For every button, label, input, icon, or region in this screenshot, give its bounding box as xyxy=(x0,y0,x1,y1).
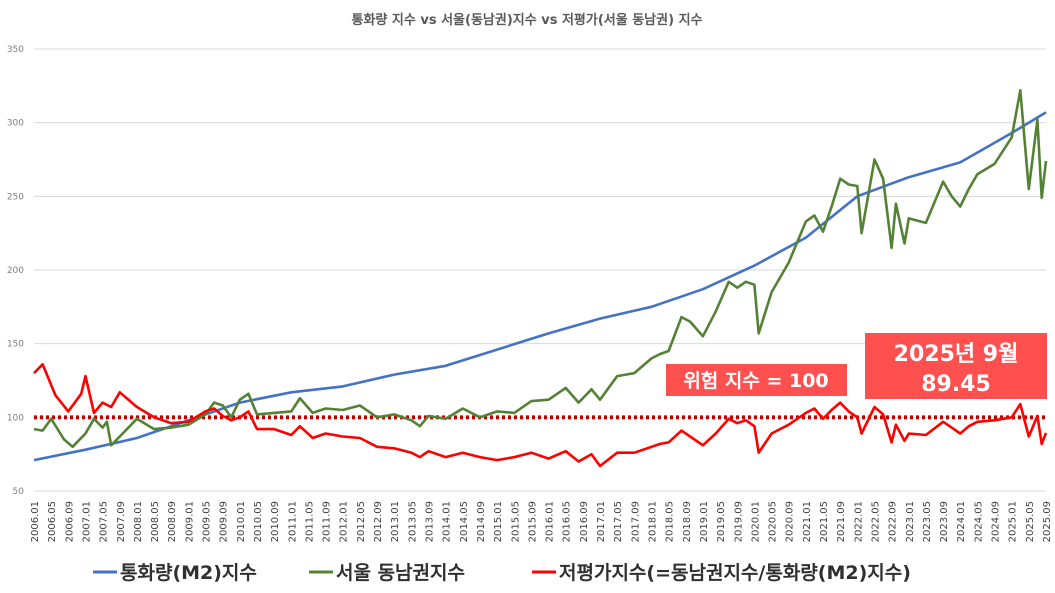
x-tick-label: 2025.01 xyxy=(1008,501,1019,542)
x-tick-label: 2020.01 xyxy=(750,501,761,542)
x-tick-label: 2010.09 xyxy=(270,501,281,542)
x-tick-label: 2019.09 xyxy=(733,501,744,542)
x-tick-label: 2023.01 xyxy=(905,501,916,542)
x-tick-label: 2014.09 xyxy=(476,501,487,542)
y-tick-label: 300 xyxy=(7,119,24,129)
x-tick-label: 2006.09 xyxy=(64,501,75,542)
x-tick-label: 2020.05 xyxy=(768,501,779,542)
x-tick-label: 2017.05 xyxy=(613,501,624,542)
series-line-2 xyxy=(33,89,1048,449)
x-tick-label: 2014.01 xyxy=(442,501,453,542)
x-tick-label: 2008.09 xyxy=(167,501,178,542)
x-tick-label: 2018.01 xyxy=(647,501,658,542)
x-tick-label: 2012.09 xyxy=(373,501,384,542)
series-lines xyxy=(33,89,1048,468)
x-tick-label: 2009.05 xyxy=(202,501,213,542)
series-line-3 xyxy=(33,363,1048,468)
legend-label-2: 서울 동남권지수 xyxy=(336,562,465,584)
x-tick-label: 2008.01 xyxy=(133,501,144,542)
y-axis-ticks: 50 100 150 200 250 300 350 xyxy=(7,45,24,497)
x-tick-label: 2013.01 xyxy=(390,501,401,542)
x-tick-label: 2025.09 xyxy=(1042,501,1053,542)
x-tick-label: 2011.01 xyxy=(287,501,298,542)
legend: 통화량(M2)지수 서울 동남권지수 저평가지수(=동남권지수/통화량(M2)지수) xyxy=(93,562,911,584)
x-tick-label: 2012.01 xyxy=(339,501,350,542)
x-tick-label: 2023.09 xyxy=(939,501,950,542)
latest-value-box xyxy=(865,333,1047,399)
x-tick-label: 2015.05 xyxy=(510,501,521,542)
x-tick-label: 2024.01 xyxy=(956,501,967,542)
x-tick-label: 2012.05 xyxy=(356,501,367,542)
x-tick-label: 2007.05 xyxy=(99,501,110,542)
x-tick-label: 2006.01 xyxy=(30,501,41,542)
x-tick-label: 2018.09 xyxy=(682,501,693,542)
latest-value-label: 89.45 xyxy=(921,372,991,397)
x-tick-label: 2013.09 xyxy=(425,501,436,542)
x-tick-label: 2011.09 xyxy=(322,501,333,542)
x-tick-label: 2010.05 xyxy=(253,501,264,542)
x-tick-label: 2010.01 xyxy=(236,501,247,542)
x-tick-label: 2020.09 xyxy=(785,501,796,542)
x-axis-ticks: 2006.01 2006.05 2006.09 2007.01 2007.05 2007.… xyxy=(30,501,1053,542)
x-tick-label: 2007.09 xyxy=(116,501,127,542)
x-tick-label: 2009.09 xyxy=(219,501,230,542)
annotations: 위험 지수 = 100 2025년 9월 89.45 xyxy=(666,333,1047,399)
legend-label-1: 통화량(M2)지수 xyxy=(120,562,257,584)
x-tick-label: 2017.09 xyxy=(630,501,641,542)
y-tick-label: 150 xyxy=(7,340,24,350)
y-tick-label: 250 xyxy=(7,192,24,202)
latest-date-label: 2025년 9월 xyxy=(894,342,1019,367)
x-tick-label: 2014.05 xyxy=(459,501,470,542)
y-tick-label: 100 xyxy=(7,413,24,423)
x-tick-label: 2015.09 xyxy=(527,501,538,542)
chart-title: 통화량 지수 vs 서울(동남권)지수 vs 저평가(서울 동남권) 지수 xyxy=(352,12,703,28)
x-tick-label: 2016.05 xyxy=(562,501,573,542)
x-tick-label: 2013.05 xyxy=(407,501,418,542)
y-tick-label: 50 xyxy=(13,487,25,497)
x-tick-label: 2021.01 xyxy=(802,501,813,542)
risk-index-box xyxy=(666,364,847,396)
legend-label-3: 저평가지수(=동남권지수/통화량(M2)지수) xyxy=(559,562,911,584)
x-tick-label: 2019.05 xyxy=(716,501,727,542)
x-tick-label: 2022.01 xyxy=(853,501,864,542)
x-tick-label: 2022.09 xyxy=(888,501,899,542)
x-tick-label: 2024.05 xyxy=(973,501,984,542)
x-tick-label: 2018.05 xyxy=(665,501,676,542)
x-tick-label: 2015.01 xyxy=(493,501,504,542)
risk-index-label: 위험 지수 = 100 xyxy=(683,370,828,392)
x-tick-label: 2025.05 xyxy=(1025,501,1036,542)
x-tick-label: 2024.09 xyxy=(991,501,1002,542)
x-tick-label: 2006.05 xyxy=(47,501,58,542)
x-tick-label: 2016.01 xyxy=(545,501,556,542)
y-tick-label: 350 xyxy=(7,45,24,55)
x-tick-label: 2022.05 xyxy=(870,501,881,542)
x-tick-label: 2009.01 xyxy=(184,501,195,542)
x-tick-label: 2017.01 xyxy=(596,501,607,542)
y-tick-label: 200 xyxy=(7,266,24,276)
x-tick-label: 2019.01 xyxy=(699,501,710,542)
x-tick-label: 2021.05 xyxy=(819,501,830,542)
x-tick-label: 2023.05 xyxy=(922,501,933,542)
x-tick-label: 2008.05 xyxy=(150,501,161,542)
x-tick-label: 2007.01 xyxy=(81,501,92,542)
series-line-1 xyxy=(33,111,1047,462)
x-tick-label: 2016.09 xyxy=(579,501,590,542)
x-tick-label: 2021.09 xyxy=(836,501,847,542)
x-tick-label: 2011.05 xyxy=(304,501,315,542)
